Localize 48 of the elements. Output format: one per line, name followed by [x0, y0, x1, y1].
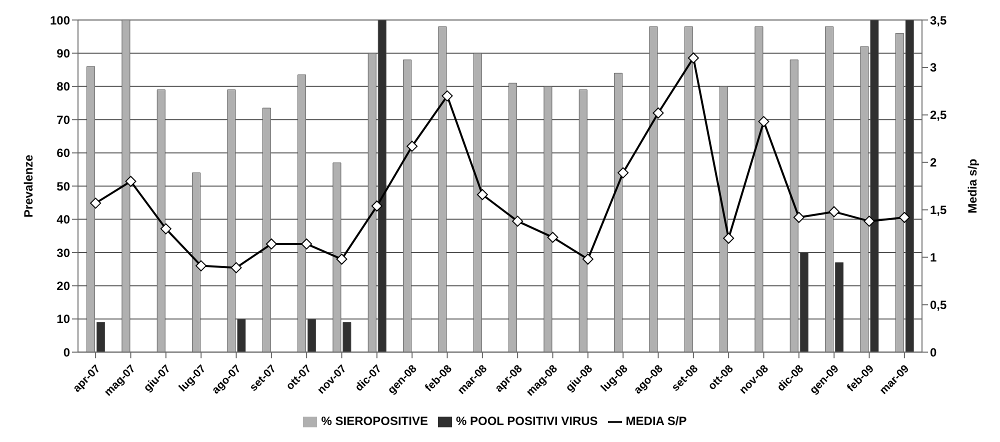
y-tick-label: 60 [56, 146, 70, 160]
y-tick-label: 80 [56, 80, 70, 94]
y-axis-title: Prevalenze [21, 154, 36, 218]
point [652, 108, 664, 119]
y-tick-label: 30 [56, 246, 70, 260]
point [371, 200, 382, 212]
y2-tick-label: 2 [930, 156, 937, 170]
point [160, 223, 172, 234]
point [266, 238, 277, 250]
point [723, 232, 734, 244]
point [758, 116, 770, 128]
y2-tick-label: 3 [930, 60, 937, 75]
y-tick-label: 10 [56, 312, 70, 326]
y-tick-label: 50 [56, 179, 70, 194]
y2-tick-label: 0,5 [930, 298, 948, 312]
point [301, 238, 312, 250]
point [582, 254, 594, 265]
point [196, 260, 207, 272]
point [406, 140, 418, 152]
y2-tick-label: 1,5 [930, 203, 948, 218]
y-tick-label: 70 [56, 112, 70, 127]
point [125, 176, 136, 187]
legend-label: MEDIA S/P [626, 414, 687, 428]
point [230, 262, 242, 274]
legend-label: % POOL POSITIVI VIRUS [456, 414, 598, 428]
point [442, 90, 453, 102]
point [476, 189, 488, 200]
y-tick-label: 20 [56, 278, 70, 293]
point [512, 216, 524, 227]
y-tick-label: 40 [56, 212, 70, 227]
point [793, 212, 804, 223]
point [864, 216, 875, 227]
y2-tick-label: 2,5 [930, 108, 948, 122]
y2-tick-label: 3,5 [930, 13, 948, 28]
y-tick-label: 100 [50, 13, 70, 28]
y-tick-label: 90 [56, 46, 70, 60]
y2-axis-title: Media s/p [965, 158, 980, 214]
point [898, 212, 910, 223]
point [90, 198, 102, 209]
point [688, 52, 699, 64]
point [547, 232, 558, 243]
point [618, 167, 629, 178]
legend-label: % SIEROPOSITIVE [321, 414, 428, 428]
point [828, 206, 840, 218]
y-tick-label: 0 [63, 345, 70, 360]
point [336, 254, 348, 265]
y2-tick-label: 0 [930, 345, 937, 360]
y2-tick-label: 1 [930, 250, 937, 265]
